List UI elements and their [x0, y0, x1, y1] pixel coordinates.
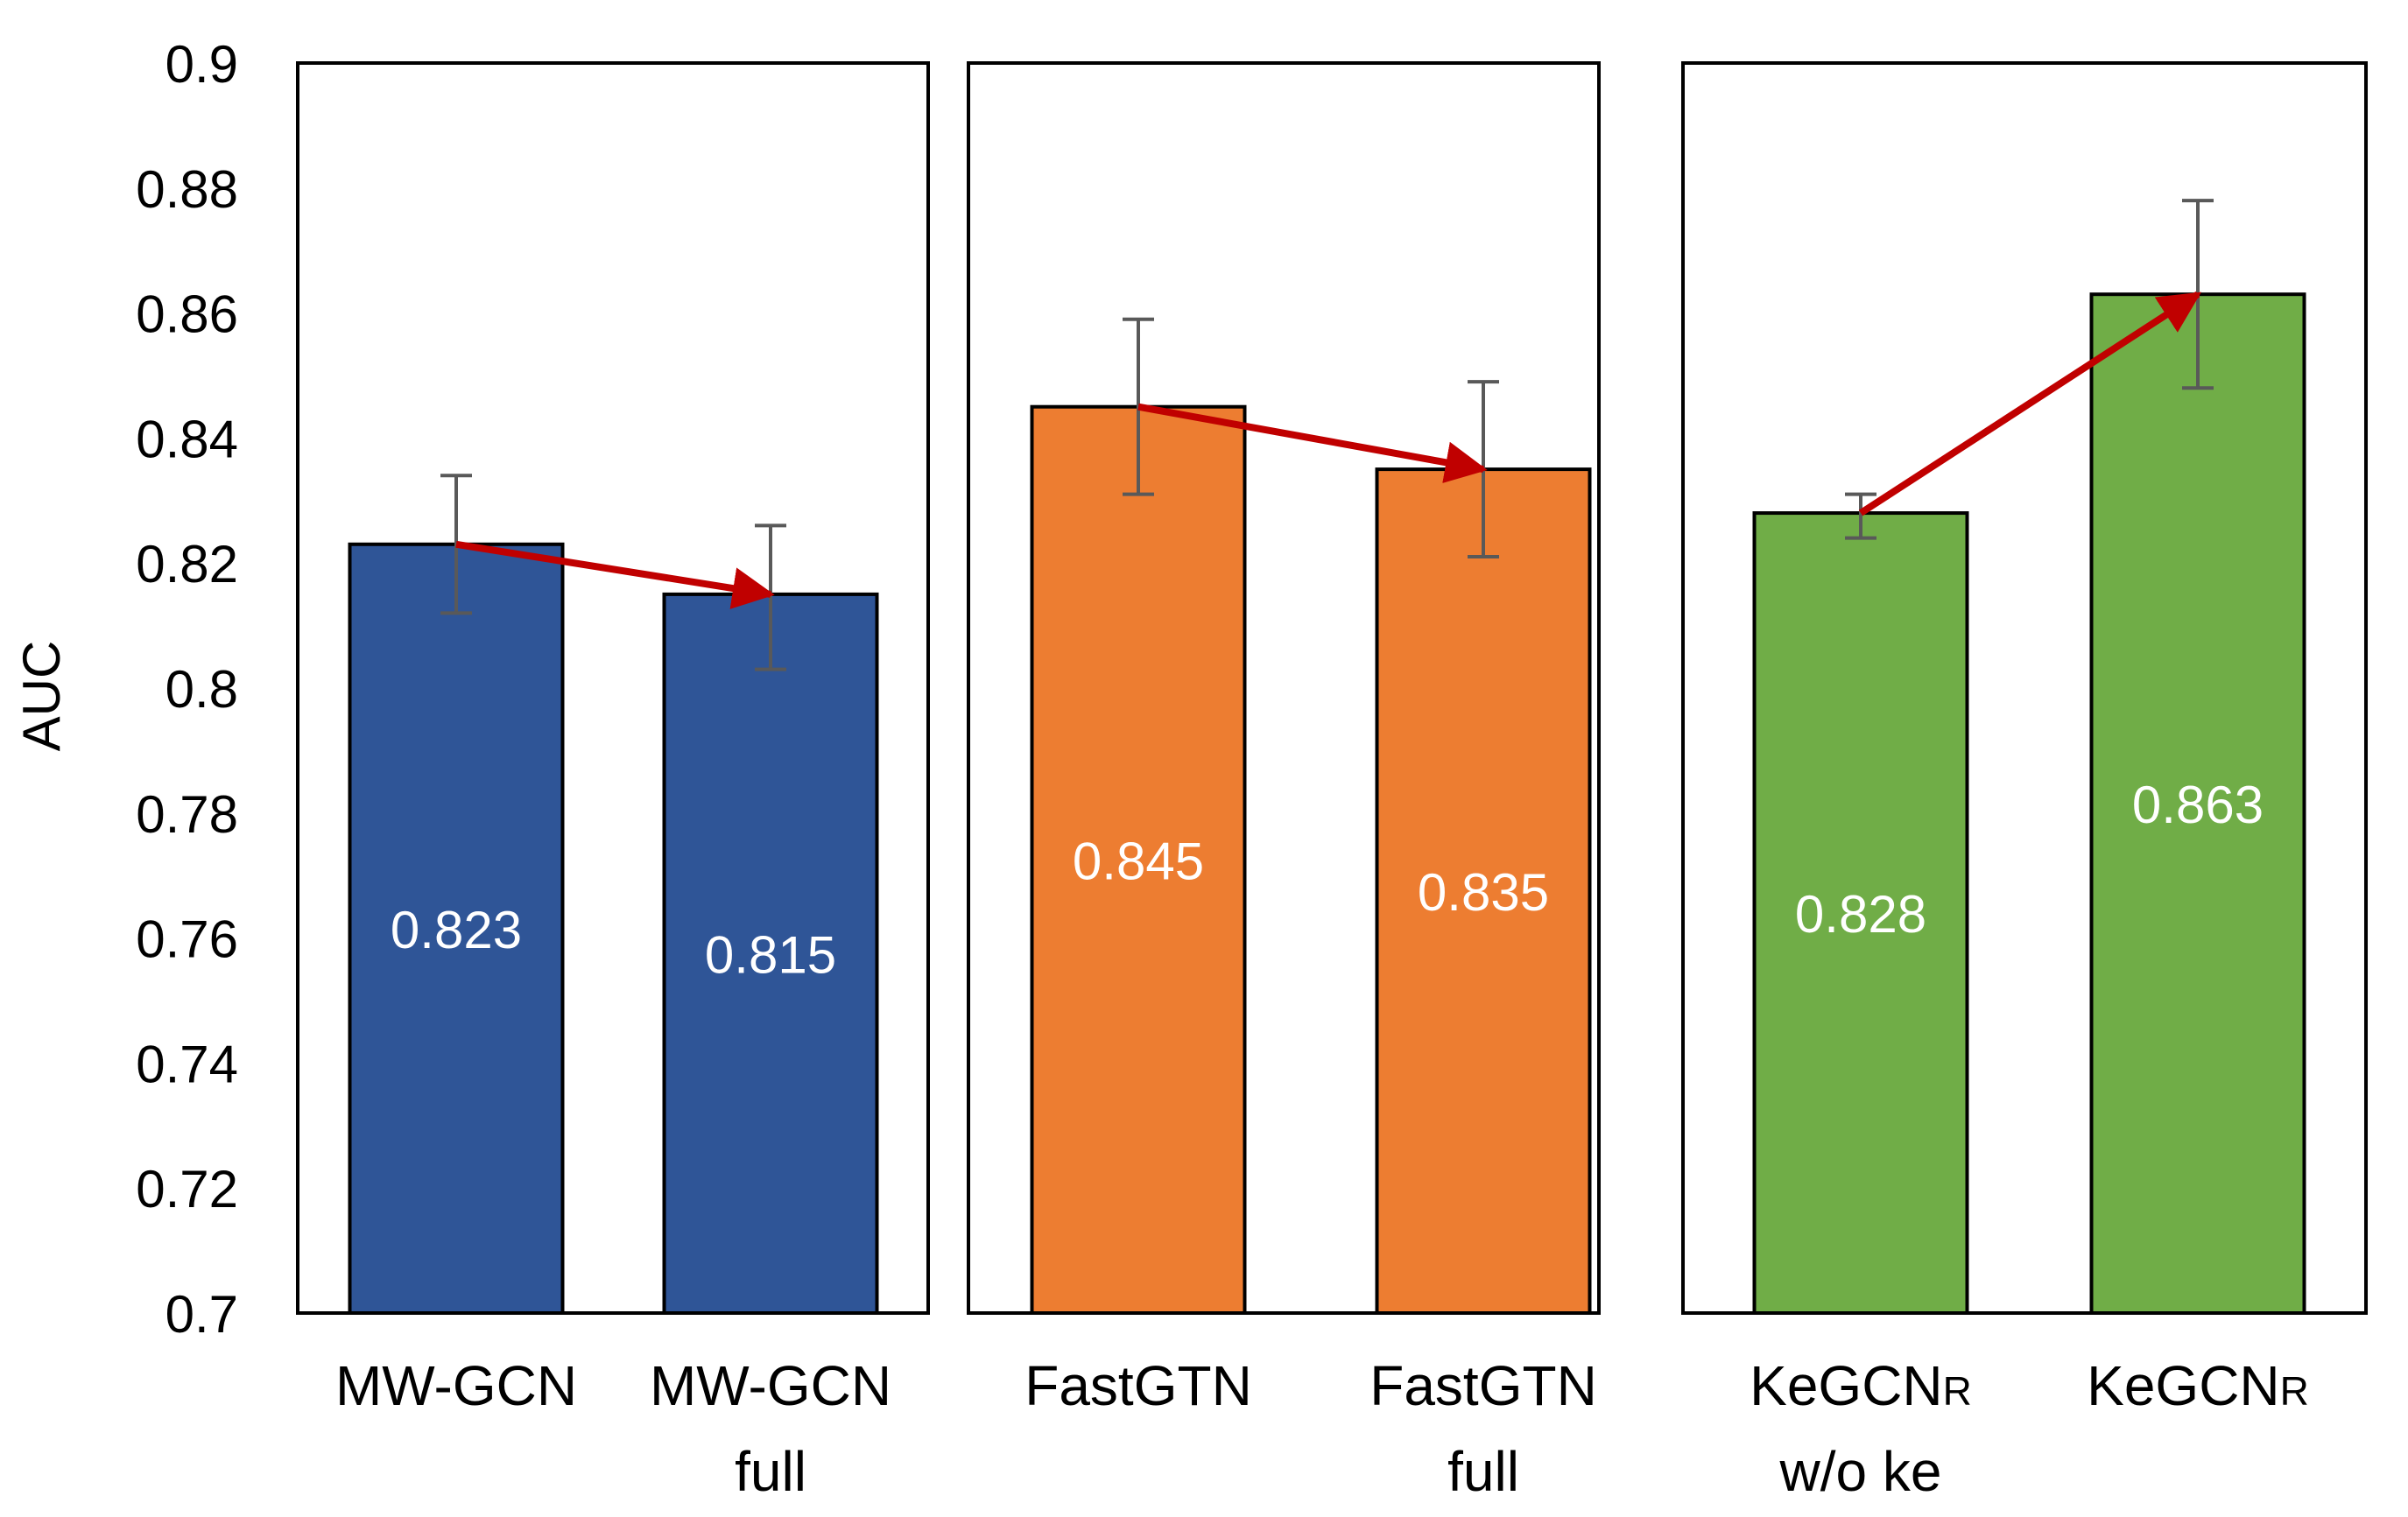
panels [296, 61, 2368, 1315]
y-tick-label: 0.74 [136, 1035, 238, 1093]
bar [1752, 511, 1969, 1315]
x-category-label: MW-GCN [335, 1354, 577, 1417]
y-tick-label: 0.88 [136, 160, 238, 219]
trend-arrow [1137, 403, 1488, 484]
bar [1030, 404, 1247, 1316]
bar-value-label: 0.845 [1073, 832, 1204, 890]
y-tick-label: 0.82 [136, 535, 238, 593]
x-category-label: MW-GCN [650, 1354, 891, 1417]
y-tick-label: 0.9 [165, 35, 238, 94]
y-tick-label: 0.7 [165, 1285, 238, 1344]
x-category-label: FastGTN [1024, 1354, 1252, 1417]
bar [2089, 292, 2306, 1315]
bar-value-label: 0.863 [2132, 776, 2264, 834]
x-category-label: w/o ke [1779, 1440, 1942, 1503]
y-tick-label: 0.78 [136, 785, 238, 844]
x-category-label: full [1447, 1440, 1519, 1503]
y-axis-title: AUC [12, 641, 71, 752]
y-tick-label: 0.84 [136, 410, 238, 468]
bar-value-label: 0.828 [1795, 885, 1926, 944]
bar [1375, 467, 1592, 1315]
y-tick-label: 0.86 [136, 285, 238, 344]
bar [348, 542, 565, 1315]
bar-value-label: 0.815 [705, 925, 836, 984]
bar-value-label: 0.823 [391, 901, 522, 959]
x-category-label: full [735, 1440, 806, 1503]
bars: 0.823 0.815 0.845 0.835 0.828 0.863 [348, 199, 2306, 1316]
x-category-label: FastGTN [1369, 1354, 1597, 1417]
trend-arrow [1858, 291, 2202, 516]
bar-value-label: 0.835 [1418, 863, 1549, 922]
panel-frame [296, 61, 930, 1315]
x-axis-labels: MW-GCN MW-GCN full FastGTN FastGTN full KeGCNR… [335, 1354, 2309, 1503]
x-category-label: KeGCNR [2087, 1354, 2309, 1417]
trend-arrow [455, 540, 775, 609]
panel-frame [1681, 61, 2368, 1315]
y-axis: 0.7 0.72 0.74 0.76 0.78 0.8 0.82 0.84 0.86 0.88 0.… [136, 35, 238, 1344]
y-tick-label: 0.72 [136, 1160, 238, 1219]
y-tick-label: 0.76 [136, 910, 238, 969]
x-category-label: KeGCNR [1750, 1354, 1972, 1417]
bar [662, 592, 879, 1315]
panel-frame [967, 61, 1601, 1315]
y-tick-label: 0.8 [165, 660, 238, 719]
